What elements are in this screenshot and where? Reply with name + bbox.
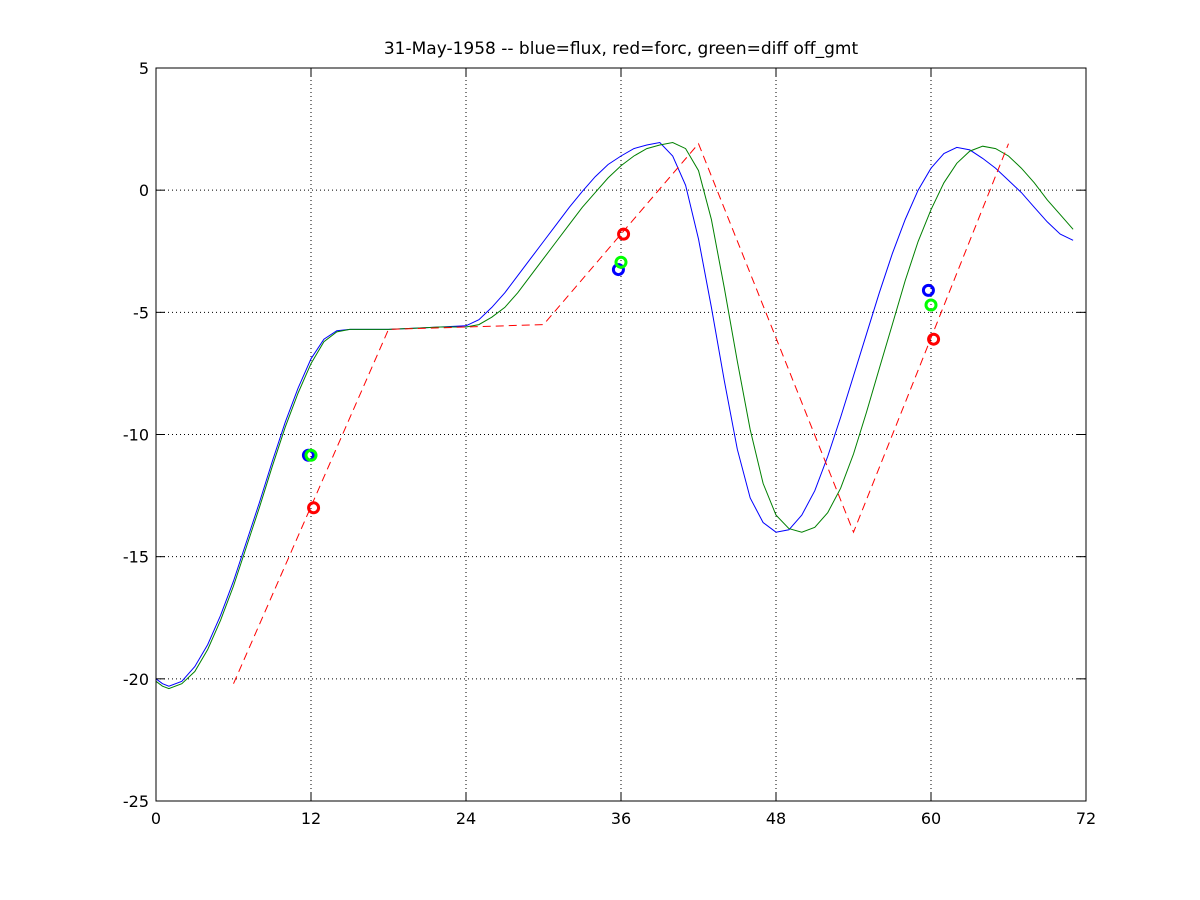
y-tick-label: 5 bbox=[139, 59, 149, 78]
marker-point-1-0 bbox=[304, 448, 318, 462]
marker-point-0-2 bbox=[921, 283, 935, 297]
x-tick-label: 0 bbox=[151, 809, 161, 828]
marker-point-2-1 bbox=[617, 227, 631, 241]
marker-point-2-2 bbox=[927, 332, 941, 346]
x-tick-label: 72 bbox=[1076, 809, 1096, 828]
series-line-0 bbox=[155, 141, 1074, 687]
marker-point-1-1 bbox=[614, 255, 628, 269]
y-tick-label: -15 bbox=[123, 548, 149, 567]
series-line-1 bbox=[155, 141, 1074, 690]
series-line-2 bbox=[233, 142, 1009, 684]
axis-ticks bbox=[155, 67, 1087, 802]
x-axis-tick-labels: 0 12 24 36 48 60 72 bbox=[151, 809, 1096, 828]
y-axis-tick-labels: 5 0 -5 -10 -15 -20 -25 bbox=[123, 59, 149, 811]
marker-point-2-0 bbox=[307, 501, 321, 515]
y-tick-label: -20 bbox=[123, 670, 149, 689]
x-tick-label: 24 bbox=[456, 809, 476, 828]
x-tick-label: 60 bbox=[921, 809, 941, 828]
y-tick-label: -25 bbox=[123, 792, 149, 811]
y-tick-label: 0 bbox=[139, 181, 149, 200]
marker-point-1-2 bbox=[924, 298, 938, 312]
data-markers bbox=[301, 227, 941, 515]
data-series bbox=[155, 141, 1074, 690]
x-tick-label: 12 bbox=[301, 809, 321, 828]
chart-title: 31-May-1958 -- blue=flux, red=forc, gree… bbox=[384, 39, 859, 59]
x-tick-label: 36 bbox=[611, 809, 631, 828]
y-tick-label: -10 bbox=[123, 426, 149, 445]
y-tick-label: -5 bbox=[133, 303, 149, 322]
grid-lines bbox=[156, 68, 1086, 801]
x-tick-label: 48 bbox=[766, 809, 786, 828]
marker-point-0-1 bbox=[611, 263, 625, 277]
